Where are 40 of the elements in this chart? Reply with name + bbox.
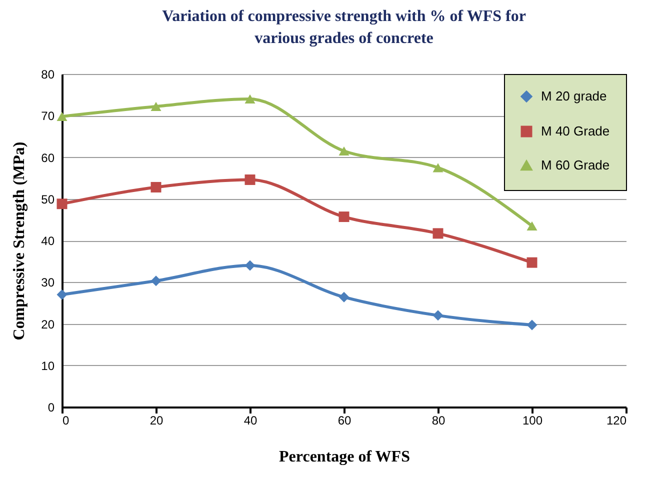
point: [150, 276, 162, 286]
point: [56, 112, 68, 121]
y-tick-label: 50: [41, 192, 55, 206]
y-axis-title: Compressive Strength (MPa): [11, 142, 28, 340]
point: [338, 292, 350, 302]
y-tick-label: 30: [41, 276, 55, 290]
point: [150, 102, 162, 112]
point: [338, 146, 350, 156]
y-tick-label: 20: [41, 317, 55, 332]
point: [244, 174, 256, 185]
chart-title: Variation of compressive strength with % of WFS for various grades of concrete: [162, 8, 526, 47]
x-tick-label: 20: [150, 414, 164, 428]
x-tick-label: 120: [606, 414, 627, 428]
point: [150, 182, 162, 192]
x-tick-label: 40: [244, 414, 258, 428]
legend-label: M 60 Grade: [541, 158, 610, 172]
point: [526, 221, 538, 230]
point: [338, 212, 350, 222]
x-tick-label: 60: [338, 414, 352, 428]
point: [244, 94, 256, 104]
legend-label: M 40 Grade: [541, 124, 610, 138]
point: [432, 228, 444, 239]
point: [526, 320, 538, 330]
legend-label: M 20 grade: [541, 88, 607, 104]
point: [432, 310, 444, 321]
y-tick-label: 60: [41, 150, 55, 165]
point: [526, 257, 538, 268]
x-axis-title: Percentage of WFS: [279, 448, 410, 466]
y-tick-label: 70: [41, 109, 55, 124]
point: [432, 163, 444, 172]
y-tick-label: 10: [41, 358, 55, 373]
x-tick-label: 100: [522, 414, 543, 428]
y-tick-label: 40: [41, 234, 55, 248]
y-tick-label: 0: [48, 400, 55, 414]
x-tick-label: 80: [432, 414, 446, 428]
point: [56, 289, 68, 300]
y-tick-label: 80: [41, 68, 55, 82]
x-tick-label: 0: [62, 414, 70, 428]
point: [56, 198, 68, 210]
point: [244, 260, 256, 271]
